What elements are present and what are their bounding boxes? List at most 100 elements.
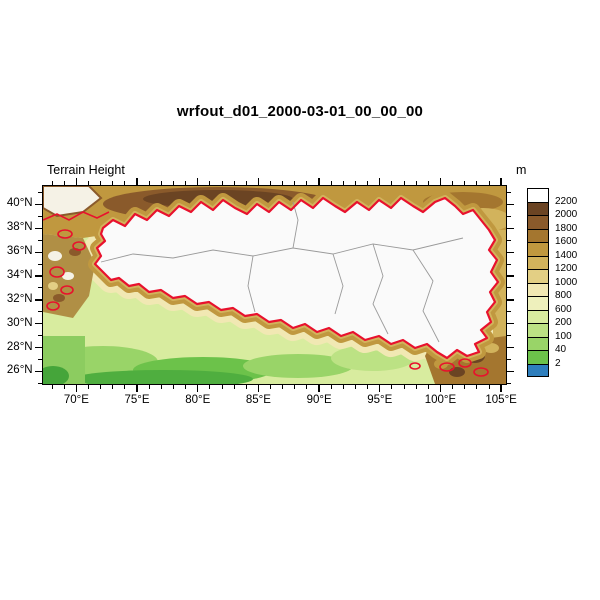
x-minor-tick	[100, 384, 102, 389]
x-minor-tick	[488, 384, 490, 389]
y-minor-tick	[506, 239, 511, 241]
y-tick-label: 36°N	[6, 245, 33, 258]
y-minor-tick	[506, 192, 511, 194]
colorbar-tick-label: 1200	[555, 263, 578, 274]
x-minor-tick	[124, 384, 126, 389]
field-label: Terrain Height	[47, 163, 125, 177]
colorbar-tick-label: 2000	[555, 209, 578, 220]
x-tick-label: 90°E	[306, 393, 332, 406]
x-minor-tick	[342, 181, 344, 185]
x-minor-tick	[148, 181, 150, 185]
colorbar-tick-label: 2200	[555, 195, 578, 207]
x-minor-tick	[270, 384, 272, 389]
y-major-tick	[506, 251, 514, 253]
x-minor-tick	[488, 181, 490, 185]
y-major-tick	[35, 299, 42, 301]
x-minor-tick	[51, 181, 53, 185]
x-major-tick	[257, 384, 260, 392]
x-minor-tick	[100, 181, 102, 185]
colorbar-tick-label: 2	[555, 357, 561, 369]
y-minor-tick	[506, 215, 511, 217]
y-major-tick	[506, 299, 514, 301]
x-minor-tick	[233, 384, 235, 389]
x-major-tick	[197, 178, 199, 185]
x-minor-tick	[452, 181, 454, 185]
x-minor-tick	[330, 181, 332, 185]
colorbar-box	[527, 296, 549, 311]
x-major-tick	[75, 384, 77, 392]
x-minor-tick	[209, 181, 211, 185]
x-minor-tick	[88, 181, 89, 185]
colorbar-box	[527, 201, 549, 216]
map-frame	[42, 185, 507, 385]
x-major-tick	[500, 384, 502, 392]
y-minor-tick	[38, 263, 42, 265]
x-minor-tick	[112, 384, 114, 389]
colorbar-box	[527, 228, 549, 243]
y-minor-tick	[506, 359, 511, 361]
colorbar-box	[527, 363, 549, 377]
y-major-tick	[35, 370, 42, 373]
y-major-tick	[506, 323, 514, 325]
y-tick-label: 30°N	[6, 316, 33, 329]
x-minor-tick	[342, 384, 344, 389]
x-minor-tick	[306, 384, 308, 389]
colorbar-box	[527, 282, 549, 297]
x-tick-label: 100°E	[424, 393, 457, 406]
colorbar-tick-label: 40	[555, 344, 567, 355]
y-minor-tick	[506, 263, 511, 265]
y-tick-label: 38°N	[6, 221, 33, 234]
x-minor-tick	[306, 181, 308, 185]
y-major-tick	[35, 275, 42, 277]
x-minor-tick	[63, 384, 65, 389]
y-major-tick	[506, 346, 514, 349]
x-minor-tick	[427, 384, 429, 389]
x-major-tick	[379, 384, 381, 392]
y-minor-tick	[506, 335, 511, 337]
x-minor-tick	[209, 384, 211, 389]
x-minor-tick	[330, 384, 332, 389]
x-minor-tick	[403, 181, 405, 185]
x-minor-tick	[391, 181, 393, 185]
x-minor-tick	[160, 181, 162, 185]
x-minor-tick	[221, 384, 223, 389]
colorbar-box	[527, 269, 549, 284]
y-tick-label: 32°N	[6, 292, 33, 305]
x-minor-tick	[112, 181, 114, 185]
x-tick-label: 75°E	[124, 393, 150, 406]
y-major-tick	[35, 346, 42, 349]
x-minor-tick	[476, 181, 478, 185]
colorbar-box	[527, 215, 549, 230]
admin-borders	[100, 201, 464, 343]
y-minor-tick	[38, 192, 42, 194]
x-tick-label: 95°E	[367, 393, 393, 406]
y-minor-tick	[38, 215, 42, 217]
colorbar-box	[527, 336, 549, 351]
y-tick-label: 28°N	[6, 340, 33, 353]
colorbar-tick-label: 600	[555, 303, 572, 315]
y-major-tick	[506, 203, 514, 206]
y-minor-tick	[38, 311, 42, 313]
y-major-tick	[506, 370, 514, 373]
colorbar-tick-label: 1600	[555, 236, 578, 247]
x-minor-tick	[294, 181, 296, 185]
colorbar-box	[527, 350, 549, 365]
x-major-tick	[500, 178, 502, 185]
x-minor-tick	[427, 181, 429, 185]
x-tick-label: 85°E	[245, 393, 271, 406]
x-minor-tick	[415, 181, 417, 185]
plot-title: wrfout_d01_2000-03-01_00_00_00	[176, 103, 424, 120]
x-major-tick	[318, 384, 320, 392]
y-minor-tick	[38, 359, 42, 361]
x-minor-tick	[403, 384, 405, 389]
x-tick-label: 105°E	[485, 393, 517, 406]
x-major-tick	[439, 384, 442, 392]
x-major-tick	[318, 178, 320, 185]
colorbar-unit-label: m	[516, 163, 527, 177]
x-minor-tick	[452, 384, 454, 389]
y-major-tick	[35, 203, 42, 206]
x-minor-tick	[148, 384, 150, 389]
x-minor-tick	[51, 384, 53, 389]
x-major-tick	[439, 178, 442, 185]
x-minor-tick	[88, 384, 89, 389]
